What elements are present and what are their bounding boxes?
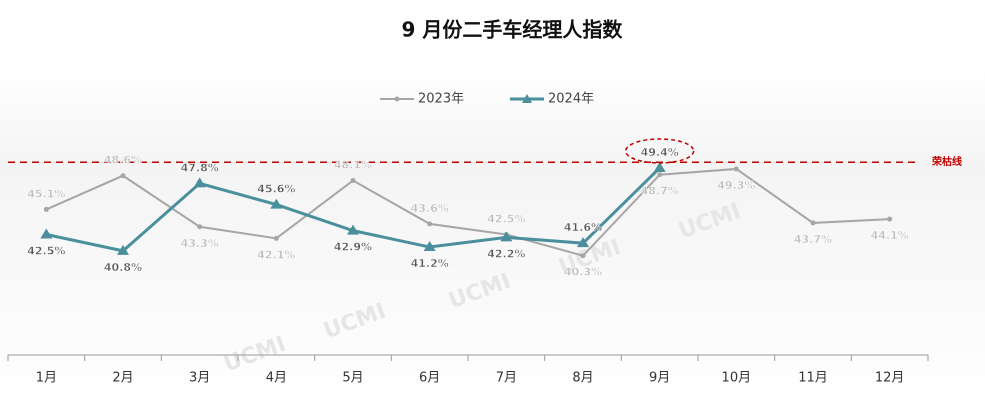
x-tick-label: 11月: [798, 371, 828, 386]
data-label: 43.7%: [794, 233, 832, 246]
legend-label: 2023年: [418, 92, 464, 107]
data-label: 45.1%: [27, 187, 65, 200]
data-label: 43.6%: [411, 202, 449, 215]
data-label: 49.3%: [717, 179, 755, 192]
x-tick-label: 2月: [112, 371, 133, 386]
data-label: 40.3%: [564, 266, 602, 279]
plot-background: [0, 65, 985, 405]
data-label: 48.7%: [641, 185, 679, 198]
x-tick-label: 8月: [572, 371, 593, 386]
x-tick-label: 12月: [875, 371, 905, 386]
point-marker: [423, 241, 436, 252]
x-tick-label: 6月: [419, 371, 440, 386]
x-tick-label: 9月: [649, 371, 670, 386]
data-label: 40.8%: [104, 261, 142, 274]
x-tick-label: 3月: [189, 371, 210, 386]
x-tick-label: 5月: [342, 371, 363, 386]
point-marker: [657, 172, 663, 178]
chart-title: 9 月份二手车经理人指数: [402, 18, 624, 42]
data-label: 42.5%: [27, 245, 65, 258]
point-marker: [653, 161, 666, 172]
x-tick-label: 1月: [36, 371, 57, 386]
point-marker: [733, 166, 739, 172]
highlight-circle: [624, 138, 695, 164]
data-label: 44.1%: [871, 229, 909, 242]
data-label: 43.3%: [181, 237, 219, 250]
point-marker: [577, 237, 589, 248]
point-marker: [273, 235, 279, 241]
point-marker: [120, 173, 126, 179]
point-marker: [580, 253, 586, 259]
point-marker: [270, 198, 283, 209]
data-label: 42.1%: [257, 248, 295, 261]
point-marker: [887, 216, 893, 222]
data-label: 42.5%: [487, 213, 525, 226]
legend-label: 2024年: [548, 92, 594, 107]
legend-marker: [522, 94, 532, 103]
point-marker: [500, 231, 513, 242]
data-label: 48.6%: [104, 154, 142, 167]
x-tick-label: 7月: [496, 371, 517, 386]
point-marker: [40, 228, 53, 239]
x-tick-label: 10月: [722, 371, 752, 386]
point-marker: [427, 221, 433, 227]
point-marker: [197, 224, 203, 230]
point-marker: [810, 220, 816, 226]
data-label: 45.6%: [257, 183, 295, 196]
data-label: 42.9%: [334, 241, 372, 254]
point-marker: [117, 244, 129, 255]
point-marker: [193, 177, 206, 188]
point-marker: [347, 224, 359, 235]
data-label: 42.2%: [487, 247, 525, 260]
legend-marker: [394, 96, 400, 102]
data-label: 48.1%: [334, 159, 372, 172]
point-marker: [43, 206, 49, 212]
data-label: 41.6%: [564, 221, 602, 234]
data-label: 49.4%: [641, 146, 679, 159]
series-line: [45, 167, 890, 257]
data-label: 41.2%: [411, 257, 449, 270]
data-label: 47.8%: [181, 161, 219, 174]
x-tick-label: 4月: [266, 371, 287, 386]
point-marker: [350, 178, 356, 184]
reference-label: 荣枯线: [931, 155, 962, 168]
